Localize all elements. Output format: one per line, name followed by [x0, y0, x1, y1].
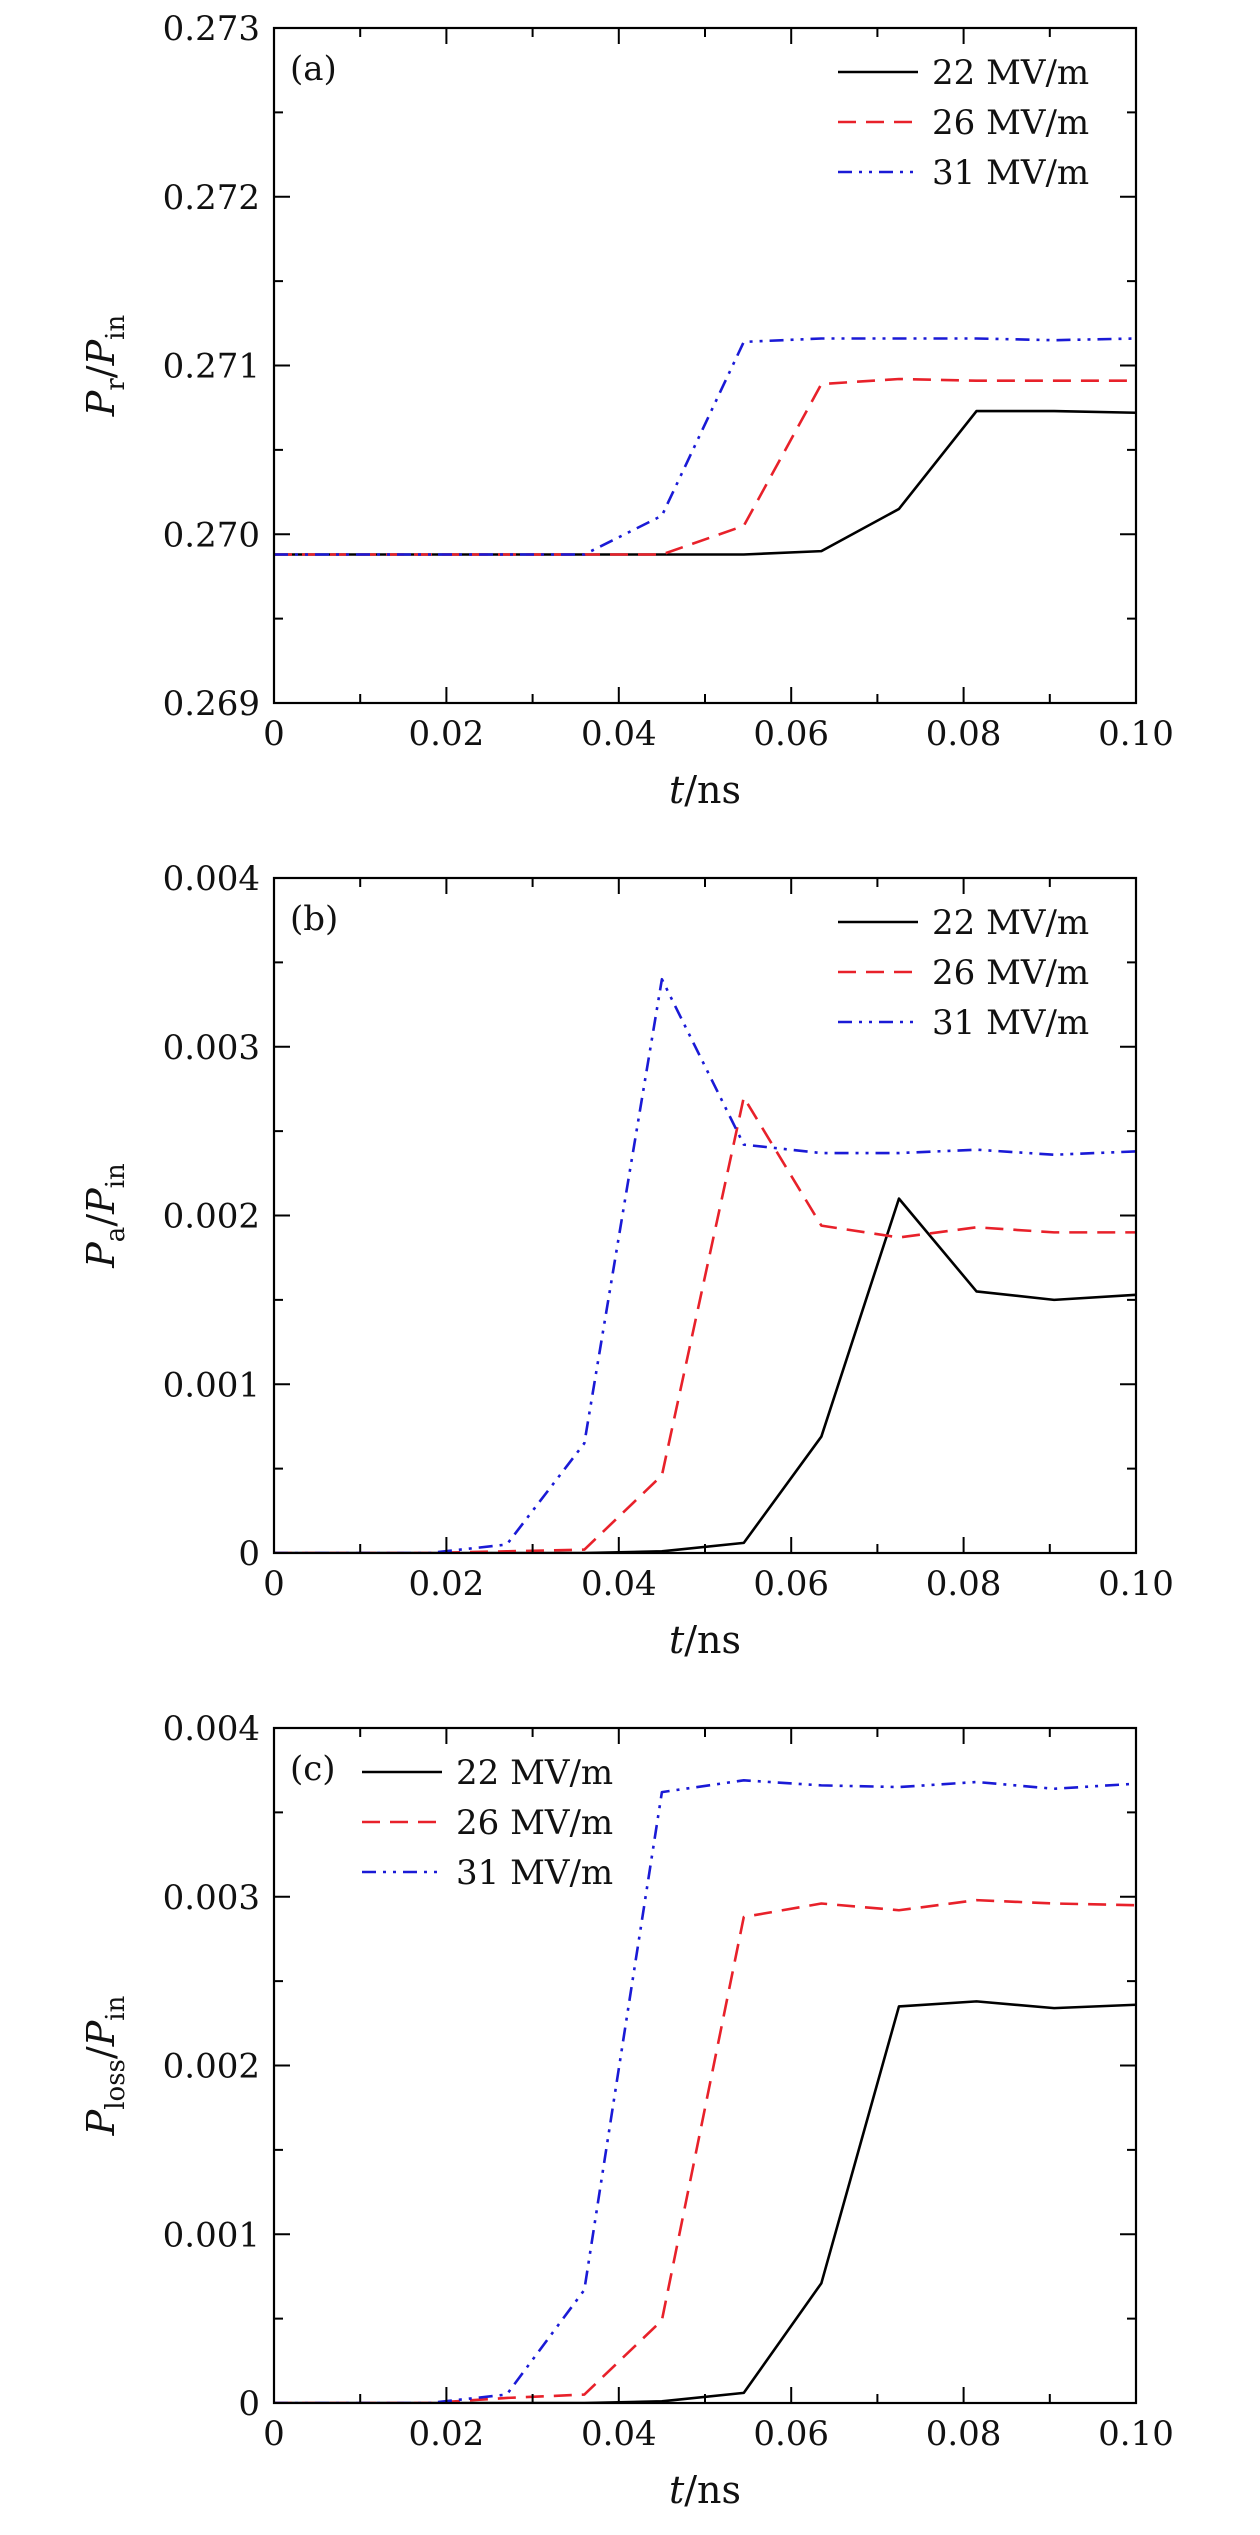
x-tick-label: 0.10: [1098, 1564, 1174, 1604]
y-tick-label: 0: [238, 1534, 260, 1574]
y-tick-label: 0.004: [163, 1709, 260, 1749]
x-tick-label: 0.08: [926, 2414, 1002, 2454]
y-tick-label: 0.270: [163, 515, 260, 555]
x-tick-label: 0.02: [409, 1564, 485, 1604]
y-tick-label: 0.003: [163, 1028, 260, 1068]
x-tick-label: 0.02: [409, 2414, 485, 2454]
x-tick-label: 0.06: [753, 714, 829, 754]
series-line-31mvm: [274, 1779, 1136, 2403]
x-axis-title: t/ns: [669, 768, 741, 812]
x-tick-label: 0.02: [409, 714, 485, 754]
x-tick-label: 0.08: [926, 1564, 1002, 1604]
legend-label: 26 MV/m: [456, 1803, 613, 1843]
x-tick-label: 0.04: [581, 714, 657, 754]
y-tick-label: 0.003: [163, 1878, 260, 1918]
y-tick-label: 0.002: [163, 2047, 260, 2087]
x-tick-label: 0: [263, 1564, 285, 1604]
y-tick-label: 0.272: [163, 178, 260, 218]
panel-label: (c): [290, 1749, 336, 1789]
x-axis-title: t/ns: [669, 2468, 741, 2512]
legend-label: 26 MV/m: [932, 103, 1089, 143]
x-tick-label: 0.04: [581, 1564, 657, 1604]
panel-a-chart: 0 0.02 0.04 0.06 0.08 0.10 0.269 0.270 0.271 0.27…: [79, 9, 1174, 812]
legend-label: 22 MV/m: [932, 53, 1089, 93]
series-line-22mvm: [274, 1197, 1136, 1553]
y-axis-title: Ploss/Pin: [79, 1995, 131, 2136]
legend-label: 22 MV/m: [932, 903, 1089, 943]
x-axis-title: t/ns: [669, 1618, 741, 1662]
plot-frame: [272, 1726, 1138, 2405]
panel-label: (b): [290, 899, 338, 939]
x-tick-label: 0.08: [926, 714, 1002, 754]
x-tick-label: 0: [263, 2414, 285, 2454]
y-tick-label: 0.001: [163, 2215, 260, 2255]
y-tick-label: 0.271: [163, 347, 260, 387]
x-tick-label: 0.06: [753, 2414, 829, 2454]
series-line-22mvm: [274, 409, 1136, 556]
y-tick-label: 0.001: [163, 1365, 260, 1405]
legend-label: 26 MV/m: [932, 953, 1089, 993]
series-line-26mvm: [274, 1898, 1136, 2403]
y-tick-label: 0.002: [163, 1197, 260, 1237]
legend-label: 31 MV/m: [932, 153, 1089, 193]
y-tick-label: 0.004: [163, 859, 260, 899]
x-tick-label: 0.10: [1098, 2414, 1174, 2454]
x-tick-label: 0.04: [581, 2414, 657, 2454]
legend-label: 31 MV/m: [932, 1003, 1089, 1043]
panel-b-chart: 0 0.02 0.04 0.06 0.08 0.10 0 0.001 0.002 0.003 0.0…: [79, 859, 1174, 1662]
y-tick-label: 0.269: [163, 684, 260, 724]
y-tick-label: 0.273: [163, 9, 260, 49]
x-tick-label: 0.06: [753, 1564, 829, 1604]
y-axis-title: Pr/Pin: [79, 315, 131, 418]
x-tick-label: 0: [263, 714, 285, 754]
series-line-31mvm: [274, 337, 1136, 556]
series-line-26mvm: [274, 1096, 1136, 1553]
legend-label: 22 MV/m: [456, 1753, 613, 1793]
series-line-31mvm: [274, 977, 1136, 1553]
x-tick-label: 0.10: [1098, 714, 1174, 754]
panel-label: (a): [290, 49, 337, 89]
y-axis-title: Pa/Pin: [79, 1163, 131, 1269]
series-line-22mvm: [274, 2000, 1136, 2403]
series-line-26mvm: [274, 377, 1136, 556]
panel-c-chart: 0 0.02 0.04 0.06 0.08 0.10 0 0.001 0.002 0.003 0.0…: [79, 1709, 1174, 2512]
legend-label: 31 MV/m: [456, 1853, 613, 1893]
y-tick-label: 0: [238, 2384, 260, 2424]
